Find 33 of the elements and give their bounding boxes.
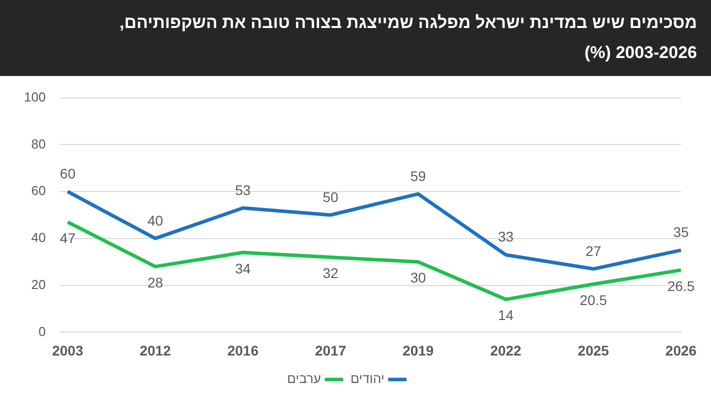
data-label: 35: [673, 224, 689, 240]
x-tick-label: 2026: [665, 342, 697, 358]
data-label: 53: [235, 182, 251, 198]
x-tick-label: 2017: [314, 342, 346, 358]
data-label: 33: [498, 228, 514, 245]
data-label: 30: [410, 270, 426, 286]
y-tick-label: 20: [31, 276, 46, 292]
x-tick-label: 2003: [52, 342, 84, 358]
data-label: 27: [586, 242, 602, 259]
y-tick-label: 100: [24, 89, 46, 104]
data-label: 50: [322, 188, 339, 205]
x-tick-label: 2012: [140, 342, 172, 358]
y-tick-label: 60: [31, 183, 46, 198]
data-label: 47: [60, 230, 76, 246]
x-tick-label: 2022: [490, 342, 522, 358]
data-label: 59: [410, 168, 426, 184]
data-label: 14: [498, 307, 514, 324]
y-tick-label: 40: [31, 230, 46, 246]
data-label: 34: [235, 260, 251, 276]
x-tick-label: 2019: [402, 342, 434, 358]
x-tick-label: 2016: [227, 342, 259, 358]
x-tick-label: 2025: [578, 342, 610, 358]
y-tick-label: 80: [31, 136, 46, 152]
legend-label: ערבים: [287, 371, 321, 386]
data-label: 32: [322, 265, 339, 282]
data-label: 20.5: [580, 292, 608, 308]
data-label: 60: [60, 165, 76, 182]
data-label: 40: [148, 212, 164, 228]
y-tick-label: 0: [38, 324, 46, 339]
data-label: 28: [148, 274, 164, 290]
chart-title: מסכימים שיש במדינת ישראל מפלגה שמייצגת בצורה טובה את השקפותיהם, 2003-2026 (%): [0, 0, 711, 76]
legend-label: יהודים: [350, 371, 384, 386]
data-label: 26.5: [667, 278, 695, 294]
